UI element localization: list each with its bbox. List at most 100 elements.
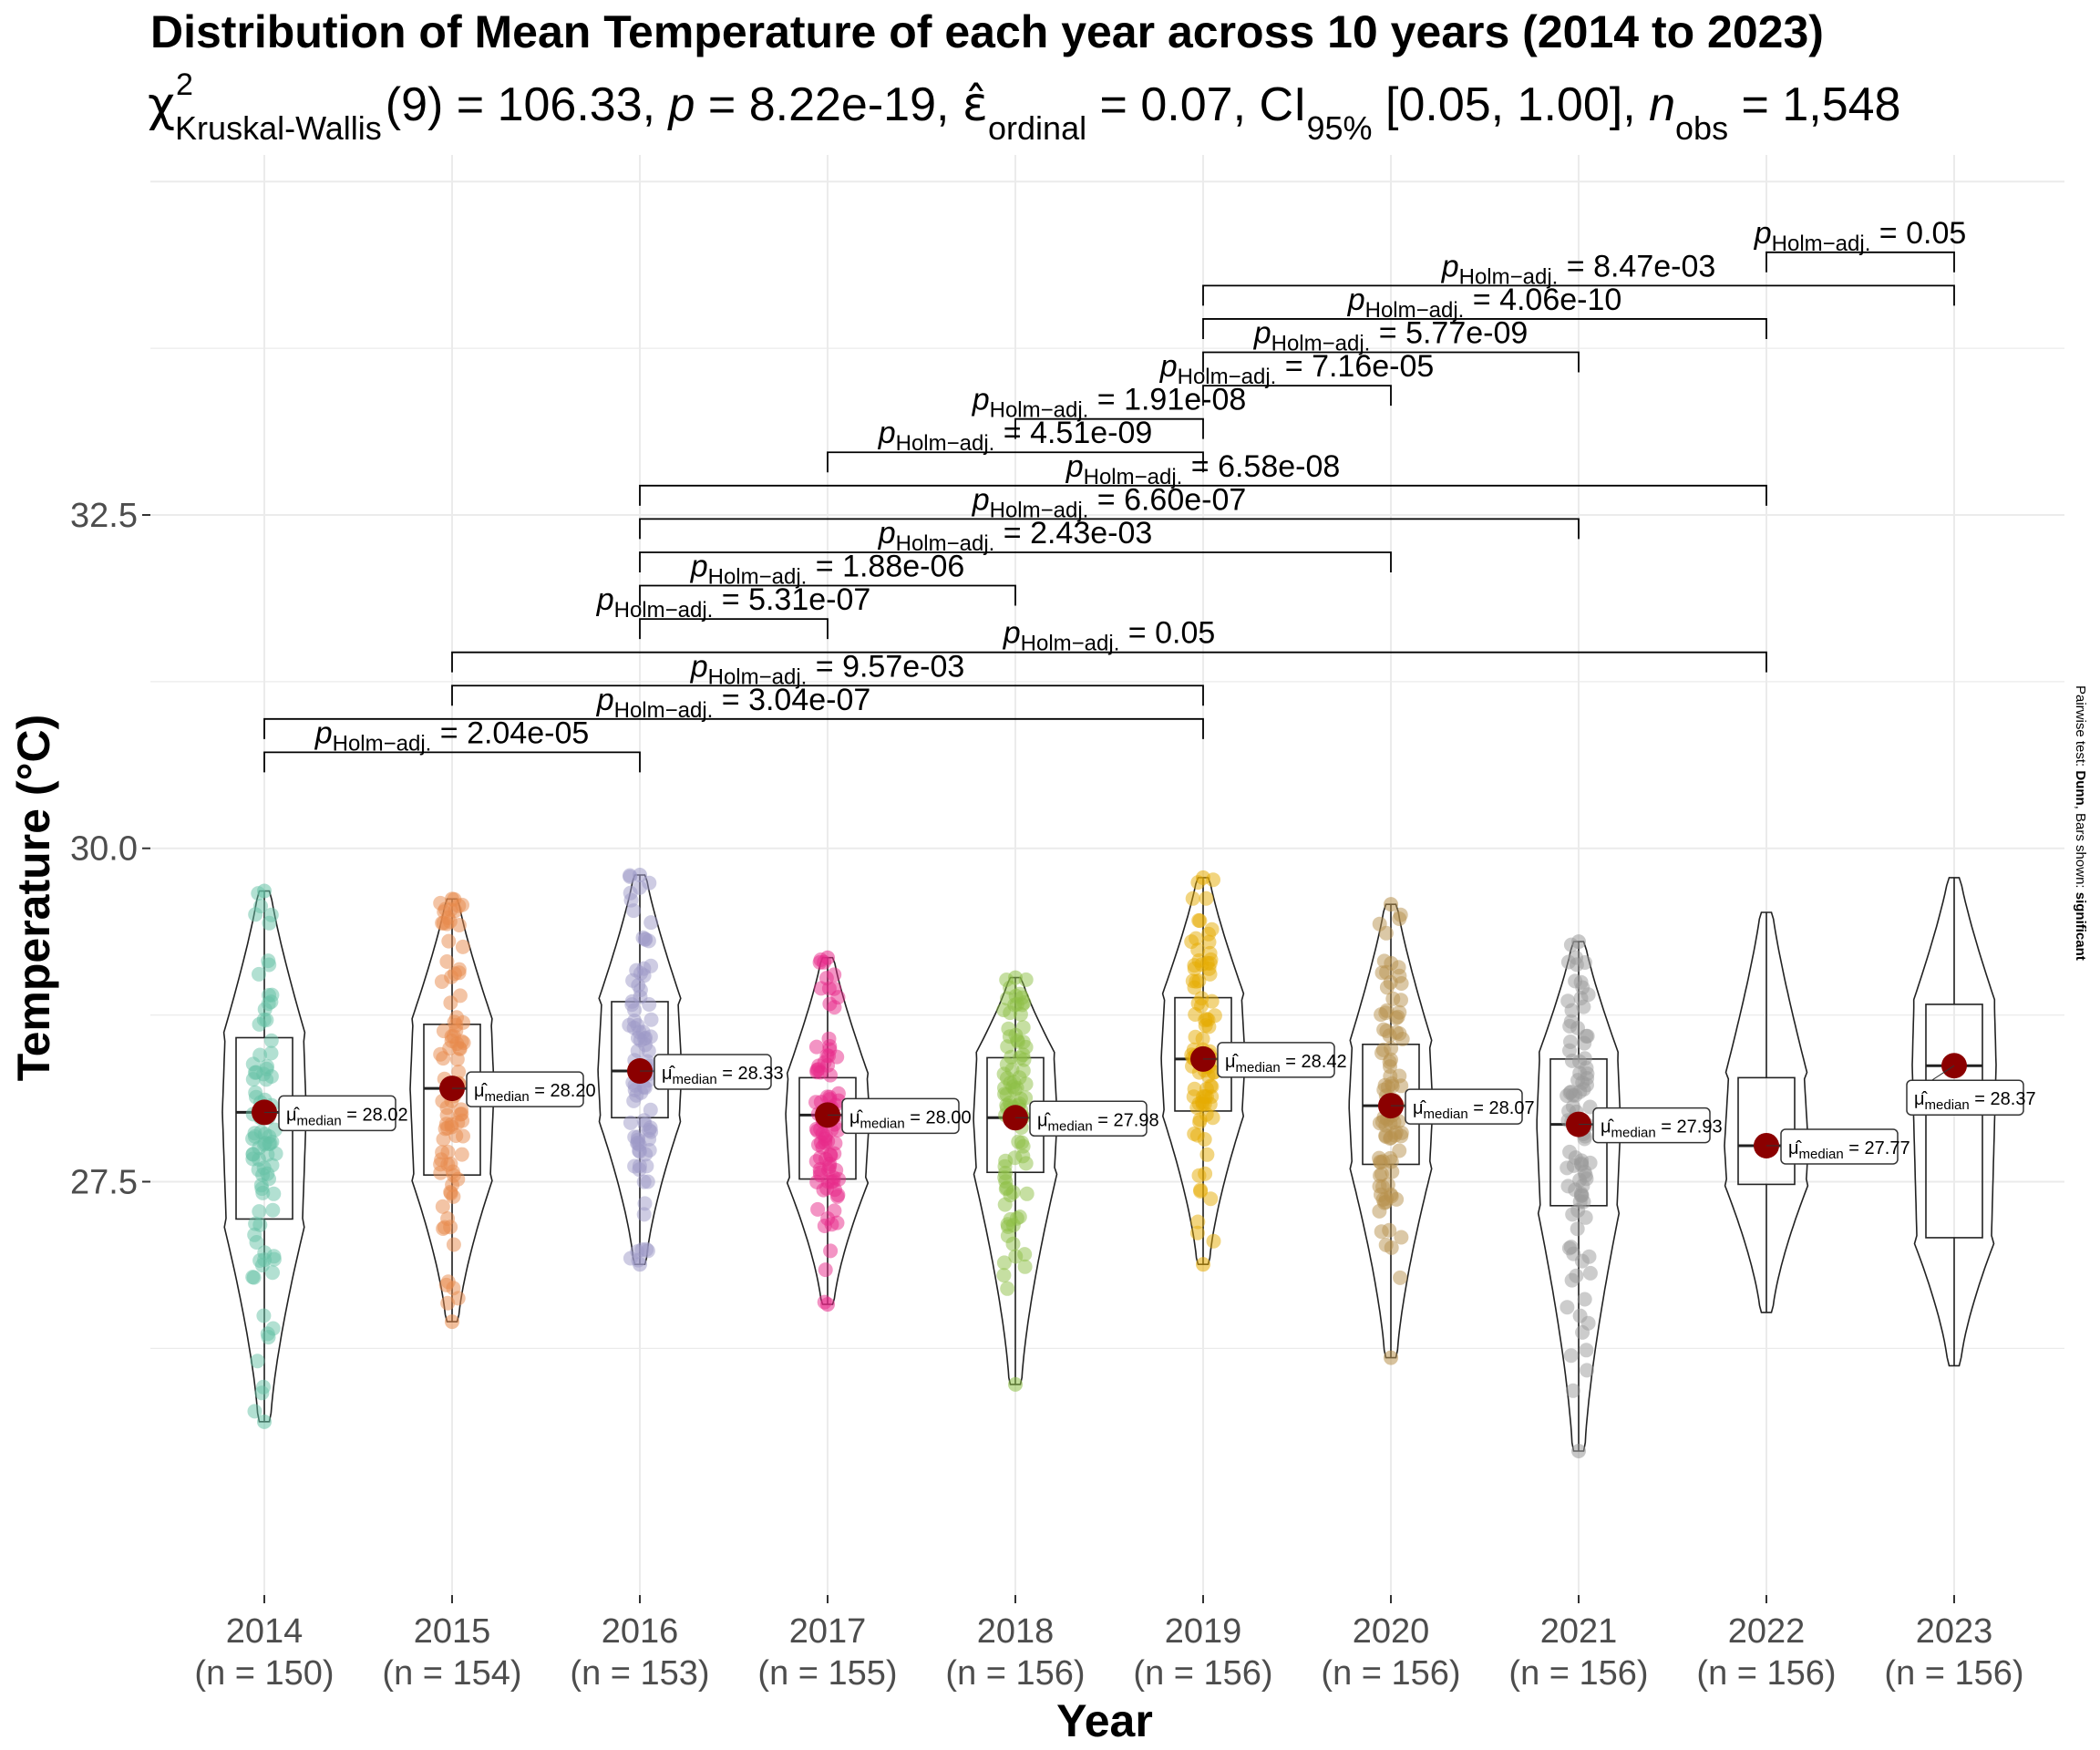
data-point-2018 xyxy=(1000,1281,1015,1296)
data-point-2016 xyxy=(632,1162,647,1178)
chart-subtitle: χKruskal-Wallis(9) = 106.33, p = 8.22e-1… xyxy=(148,77,1900,147)
pairwise-bracket xyxy=(1202,351,1580,373)
data-point-2014 xyxy=(255,1185,271,1200)
median-label-box-2017 xyxy=(841,1097,960,1135)
data-point-2019 xyxy=(1201,934,1217,950)
subtitle-n-obs: 1,548 xyxy=(1782,78,1900,131)
data-point-2014 xyxy=(248,1216,263,1231)
data-point-2016 xyxy=(640,1243,655,1259)
x-tick-n-2017: (n = 155) xyxy=(757,1654,897,1693)
data-point-2015 xyxy=(442,1041,458,1056)
data-point-2018 xyxy=(1001,1219,1015,1234)
x-tick-label-2021: 2021 xyxy=(1540,1612,1618,1651)
data-point-2014 xyxy=(264,987,280,1003)
data-point-2015 xyxy=(452,988,468,1004)
violin-2023 xyxy=(1911,877,1997,1367)
data-point-2020 xyxy=(1378,925,1394,941)
pairwise-label: pHolm−adj. = 4.51e-09 xyxy=(878,416,1153,456)
y-axis: 27.5 30.0 32.5 xyxy=(70,497,150,1201)
data-point-2015 xyxy=(450,1171,466,1187)
pairwise-bracket xyxy=(639,618,829,640)
data-point-2014 xyxy=(266,1249,282,1264)
data-point-2014 xyxy=(257,1414,272,1429)
y-tick-label: 32.5 xyxy=(70,497,138,535)
data-point-2019 xyxy=(1190,942,1206,958)
data-point-2018 xyxy=(1011,1134,1026,1149)
subtitle-ci: [0.05, 1.00] xyxy=(1385,78,1622,131)
pairwise-bracket xyxy=(1202,318,1767,339)
median-label-2022: μ̂median = 27.77 xyxy=(1788,1138,1910,1162)
x-axis-title: Year xyxy=(1056,1695,1153,1746)
x-tick-label-2020: 2020 xyxy=(1353,1612,1430,1651)
data-point-2015 xyxy=(440,1295,456,1311)
data-point-2021 xyxy=(1563,1348,1579,1364)
data-point-2018 xyxy=(1008,970,1023,985)
data-point-2016 xyxy=(631,978,646,993)
data-point-2019 xyxy=(1191,1168,1207,1183)
data-point-2016 xyxy=(633,1257,647,1272)
data-point-2015 xyxy=(453,1107,468,1122)
violin-2022 xyxy=(1724,911,1809,1313)
data-point-2018 xyxy=(997,1080,1012,1096)
data-point-2020 xyxy=(1394,993,1408,1008)
median-label-box-2019 xyxy=(1217,1042,1335,1078)
data-point-2017 xyxy=(815,1126,830,1141)
subtitle-ci-label: 95% xyxy=(1306,109,1372,147)
data-point-2016 xyxy=(624,993,640,1009)
pairwise-bracket xyxy=(1014,417,1204,439)
data-point-2020 xyxy=(1384,1130,1399,1146)
pairwise-label: pHolm−adj. = 6.60e-07 xyxy=(972,482,1247,522)
x-tick-n-2018: (n = 156) xyxy=(945,1654,1085,1693)
data-points xyxy=(245,868,1598,1458)
pairwise-bracket xyxy=(451,651,1767,673)
data-point-2018 xyxy=(1017,1259,1033,1274)
x-tick-n-2021: (n = 156) xyxy=(1508,1654,1648,1693)
pairwise-label: pHolm−adj. = 7.16e-05 xyxy=(1159,349,1435,389)
data-point-2019 xyxy=(1204,921,1220,937)
pairwise-label: pHolm−adj. = 2.43e-03 xyxy=(878,516,1153,556)
data-point-2020 xyxy=(1394,1230,1409,1245)
data-point-2015 xyxy=(435,1199,450,1214)
data-point-2021 xyxy=(1572,1308,1588,1323)
data-point-2021 xyxy=(1565,1383,1580,1398)
x-tick-label-2015: 2015 xyxy=(414,1612,491,1651)
x-tick-label-2018: 2018 xyxy=(977,1612,1055,1651)
data-point-2016 xyxy=(637,1196,653,1211)
chart-title: Distribution of Mean Temperature of each… xyxy=(150,6,1824,57)
data-point-2015 xyxy=(456,1128,470,1144)
data-point-2017 xyxy=(815,1139,830,1155)
pairwise-label: pHolm−adj. = 0.05 xyxy=(1003,616,1216,656)
data-point-2017 xyxy=(810,1201,826,1217)
pairwise-bracket xyxy=(639,584,1016,606)
data-point-2014 xyxy=(256,1308,272,1323)
data-point-2015 xyxy=(445,1314,459,1330)
data-point-2014 xyxy=(246,1270,262,1285)
pairwise-bracket xyxy=(1202,284,1955,306)
data-point-2019 xyxy=(1206,1233,1221,1249)
data-point-2018 xyxy=(997,1197,1013,1212)
data-point-2018 xyxy=(997,1158,1013,1174)
x-tick-n-2014: (n = 150) xyxy=(194,1654,334,1693)
data-point-2016 xyxy=(643,1012,659,1027)
data-point-2018 xyxy=(1015,1020,1031,1035)
data-point-2020 xyxy=(1392,911,1407,926)
data-point-2021 xyxy=(1571,934,1586,950)
x-tick-n-2020: (n = 156) xyxy=(1321,1654,1460,1693)
data-point-2020 xyxy=(1384,1350,1398,1365)
median-label-2016: μ̂median = 28.33 xyxy=(662,1064,784,1087)
data-point-2020 xyxy=(1395,1032,1410,1046)
data-point-2021 xyxy=(1575,1324,1590,1340)
data-point-2015 xyxy=(440,910,456,925)
data-point-2015 xyxy=(433,1157,448,1172)
data-point-2015 xyxy=(446,1189,461,1204)
data-point-2014 xyxy=(248,907,263,922)
data-point-2017 xyxy=(818,1262,833,1278)
data-point-2017 xyxy=(827,1203,842,1219)
data-point-2016 xyxy=(623,885,638,901)
median-markers: μ̂median = 28.02μ̂median = 28.20μ̂median… xyxy=(252,1042,2036,1165)
data-point-2016 xyxy=(638,932,654,947)
data-point-2019 xyxy=(1196,1257,1210,1272)
pairwise-bracket xyxy=(451,685,1204,706)
data-point-2014 xyxy=(247,1227,262,1242)
